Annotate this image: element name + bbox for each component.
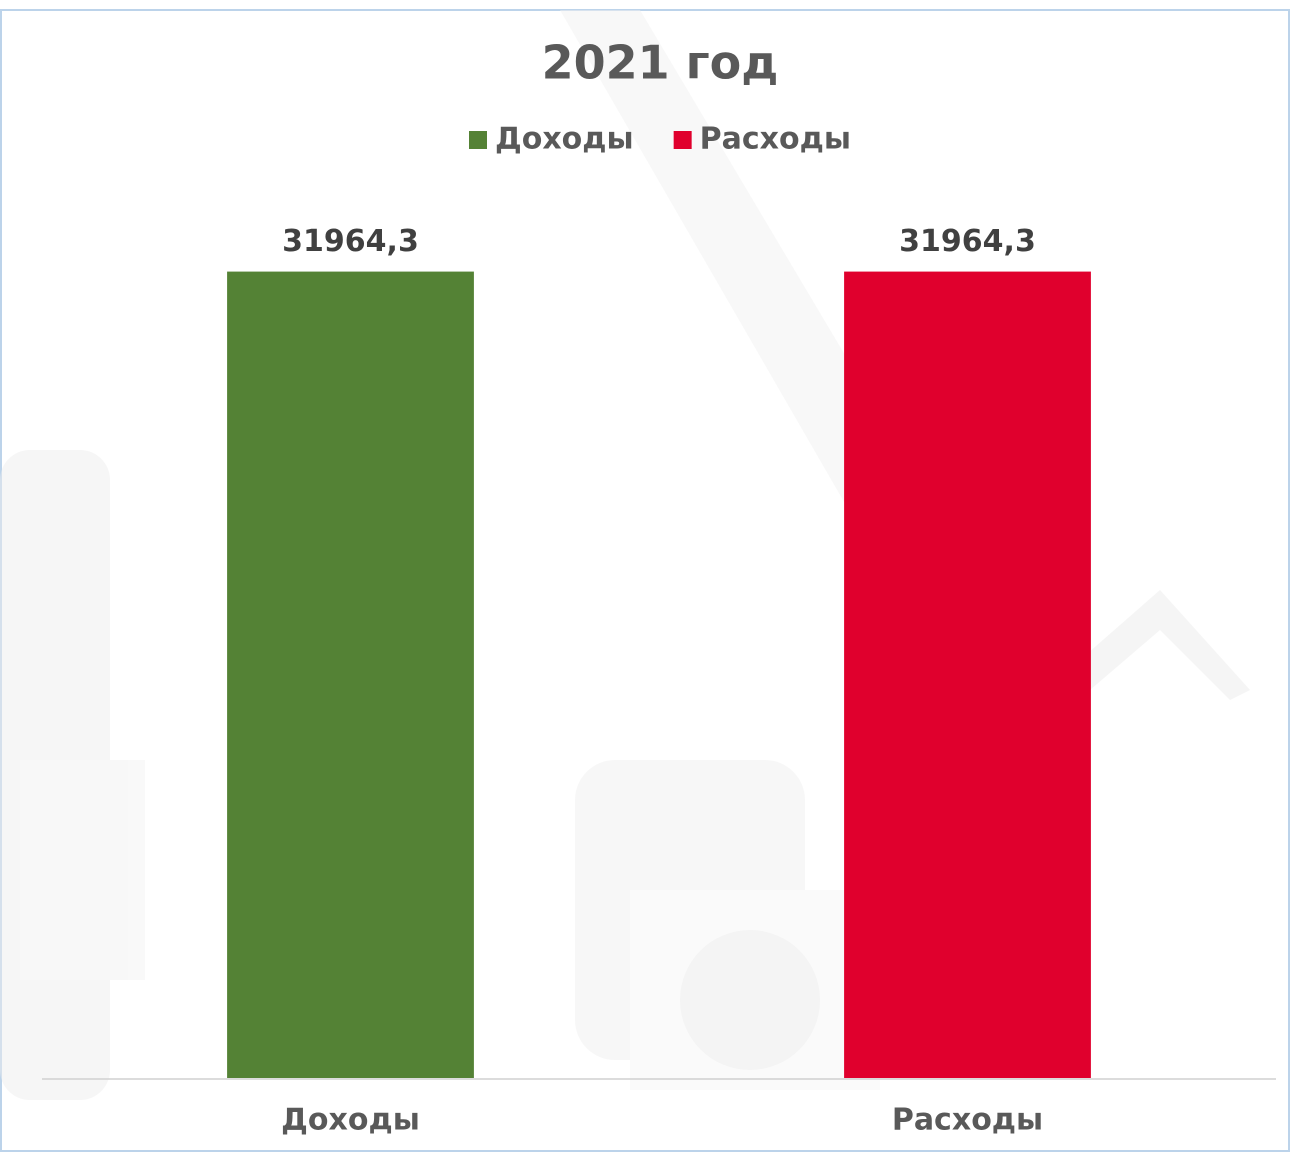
value-label: 31964,3 <box>899 224 1036 259</box>
legend-swatch <box>469 131 487 149</box>
value-label: 31964,3 <box>282 224 419 259</box>
bar <box>844 271 1091 1078</box>
legend-swatch <box>673 131 692 149</box>
legend-label: Расходы <box>700 122 851 157</box>
bar <box>227 271 474 1078</box>
x-tick-label: Расходы <box>892 1103 1043 1138</box>
chart-title: 2021 год <box>542 36 779 90</box>
x-tick-label: Доходы <box>281 1103 420 1138</box>
legend-label: Доходы <box>495 122 634 157</box>
